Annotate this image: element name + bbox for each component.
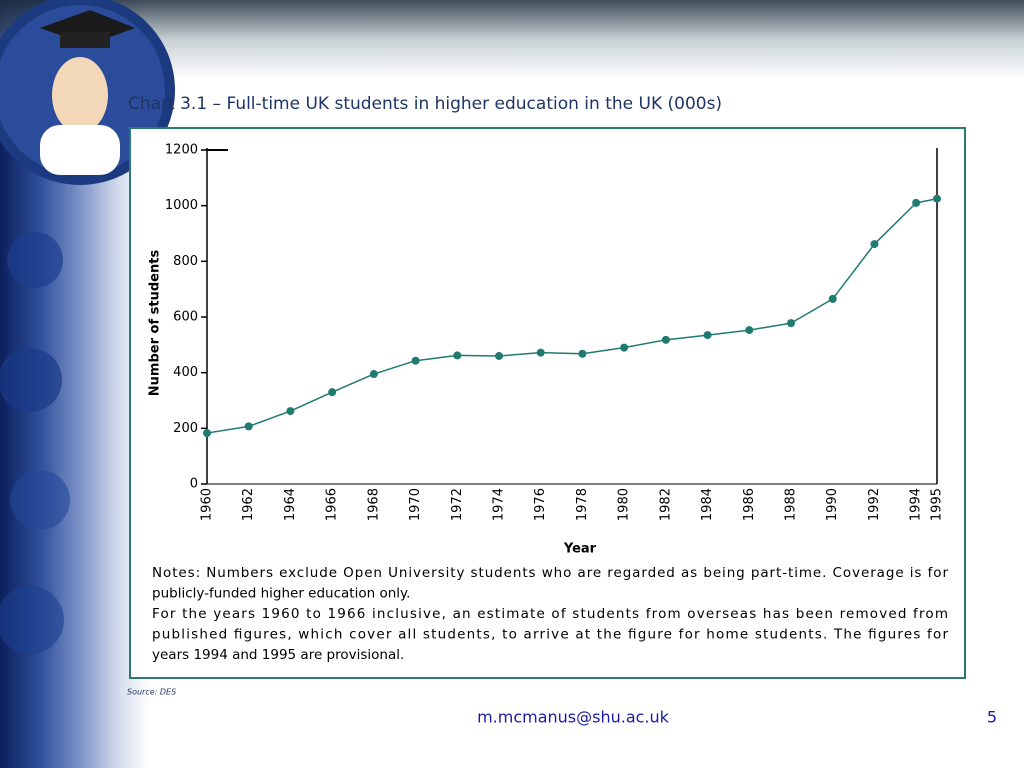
page-number: 5: [987, 708, 997, 727]
note-line: years 1994 and 1995 are provisional.: [152, 647, 404, 663]
data-point: [828, 294, 837, 303]
x-tick-label: 1995: [930, 488, 945, 521]
data-point: [870, 240, 879, 249]
data-point: [411, 356, 420, 365]
source: Source: DES: [127, 688, 176, 697]
data-point: [620, 343, 629, 352]
footer-email: m.mcmanus@shu.ac.uk: [477, 708, 670, 727]
x-tick-label: 1972: [450, 488, 465, 521]
chart-title: Chart 3.1 – Full-time UK students in hig…: [128, 94, 722, 114]
x-tick-label: 1968: [366, 488, 381, 521]
x-tick-label: 1990: [825, 488, 840, 521]
x-tick-label: 1984: [700, 488, 715, 521]
note-line: publicly-funded higher education only.: [152, 586, 410, 602]
x-tick-label: 1976: [533, 488, 548, 521]
note-line: published figures, which cover all stude…: [152, 627, 948, 643]
x-tick-label: 1966: [325, 488, 340, 521]
data-point: [745, 326, 754, 335]
data-point: [912, 198, 921, 207]
data-point: [286, 407, 295, 416]
data-point: [933, 194, 941, 203]
x-tick-label: 1974: [492, 488, 507, 521]
data-point: [453, 351, 462, 360]
x-tick-label: 1980: [617, 488, 632, 521]
y-tick-label: 800: [173, 254, 198, 269]
chart-frame: [129, 127, 966, 679]
data-point: [703, 331, 712, 340]
data-point: [244, 422, 253, 431]
x-axis-title: Year: [563, 542, 597, 557]
data-point: [203, 429, 211, 438]
y-tick-label: 400: [173, 365, 198, 380]
x-tick-label: 1962: [241, 488, 256, 521]
note-line: Notes: Numbers exclude Open University s…: [152, 565, 948, 581]
note-line: For the years 1960 to 1966 inclusive, an…: [152, 606, 948, 622]
x-tick-label: 1982: [658, 488, 673, 521]
data-point: [661, 335, 670, 344]
data-point: [328, 388, 337, 397]
x-tick-label: 1994: [909, 488, 924, 521]
x-tick-label: 1964: [283, 488, 298, 521]
x-tick-label: 1992: [867, 488, 882, 521]
x-tick-label: 1988: [784, 488, 799, 521]
x-tick-label: 1970: [408, 488, 423, 521]
y-tick-label: 1000: [165, 198, 198, 213]
x-tick-label: 1986: [742, 488, 757, 521]
data-point: [787, 319, 795, 328]
data-point: [536, 348, 545, 357]
y-tick-label: 1200: [165, 143, 198, 158]
x-tick-label: 1978: [575, 488, 590, 521]
data-point: [369, 370, 378, 379]
data-point: [495, 351, 503, 360]
data-point: [578, 349, 587, 358]
x-tick-label: 1960: [200, 488, 215, 521]
y-axis-title: Number of students: [148, 250, 163, 397]
y-tick-label: 0: [190, 477, 198, 492]
y-tick-label: 200: [173, 421, 198, 436]
y-tick-label: 600: [173, 310, 198, 325]
